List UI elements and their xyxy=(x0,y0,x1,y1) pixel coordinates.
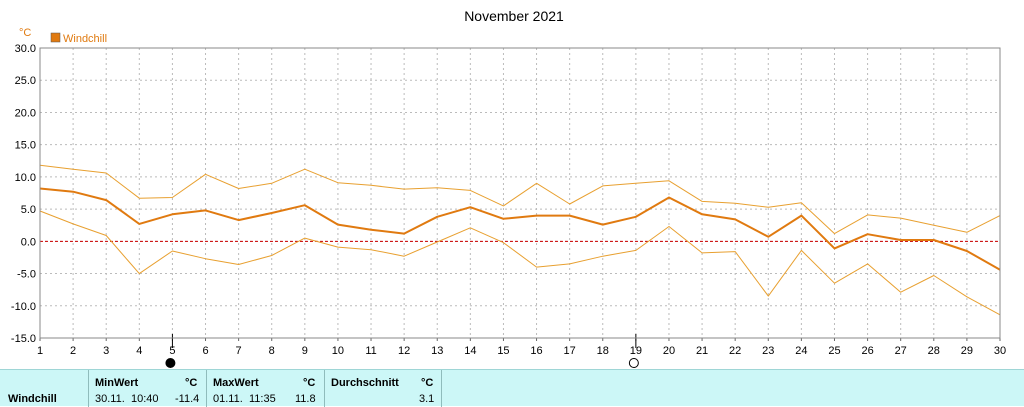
x-tick-label: 18 xyxy=(597,345,609,357)
stats-avg-header: Durchschnitt xyxy=(331,377,399,389)
new-moon-icon xyxy=(165,358,176,368)
x-tick-label: 7 xyxy=(236,345,242,357)
x-tick-label: 9 xyxy=(302,345,308,357)
stats-avg-unit: °C xyxy=(421,377,434,389)
stats-avg-cell: Durchschnitt °C 3.1 xyxy=(324,370,442,407)
x-tick-label: 27 xyxy=(895,345,907,357)
x-tick-label: 15 xyxy=(497,345,509,357)
y-tick-label: -10.0 xyxy=(11,301,36,313)
x-tick-label: 25 xyxy=(828,345,840,357)
stats-max-value: 11.8 xyxy=(295,393,316,405)
y-tick-label: 20.0 xyxy=(15,107,36,119)
y-axis-ticks: 30.0 25.0 20.0 15.0 10.0 5.0 0.0 -5.0 -10.0 -15.0 xyxy=(11,43,36,345)
grid xyxy=(40,48,1000,338)
x-tick-label: 16 xyxy=(530,345,542,357)
x-tick-label: 29 xyxy=(961,345,973,357)
legend-swatch-windchill xyxy=(50,32,61,43)
stats-min-header: MinWert xyxy=(95,377,139,389)
x-tick-label: 3 xyxy=(103,345,109,357)
legend-label-windchill: Windchill xyxy=(63,33,107,45)
x-tick-label: 19 xyxy=(630,345,642,357)
x-tick-label: 23 xyxy=(762,345,774,357)
y-tick-label: 15.0 xyxy=(15,140,36,152)
x-tick-label: 2 xyxy=(70,345,76,357)
stats-avg-value: 3.1 xyxy=(419,393,435,405)
series-line-min xyxy=(39,210,1001,316)
legend: Windchill xyxy=(50,32,107,45)
x-tick-label: 14 xyxy=(464,345,476,357)
stats-min-time: 10:40 xyxy=(131,393,159,405)
x-tick-label: 13 xyxy=(431,345,443,357)
x-tick-label: 1 xyxy=(37,345,43,357)
stats-min-unit: °C xyxy=(185,377,198,389)
stats-max-time: 11:35 xyxy=(249,393,276,405)
x-tick-label: 28 xyxy=(928,345,940,357)
stats-row-label: Windchill xyxy=(8,393,57,405)
stats-max-date: 01.11. xyxy=(213,393,243,405)
x-tick-label: 17 xyxy=(564,345,576,357)
y-tick-label: 5.0 xyxy=(21,204,36,216)
series-lines xyxy=(39,164,1001,316)
y-tick-label: 30.0 xyxy=(15,43,36,55)
series-line-max xyxy=(39,164,1001,235)
windchill-chart: November 2021 °C Windchill 30.025.020.01… xyxy=(11,8,1006,368)
moon-phase-markers xyxy=(165,334,639,368)
stats-min-cell: MinWert °C 30.11. 10:40 -11.4 xyxy=(88,370,206,407)
x-tick-label: 24 xyxy=(795,345,807,357)
x-tick-label: 5 xyxy=(169,345,175,357)
plot-frame xyxy=(39,47,1001,339)
x-tick-label: 4 xyxy=(136,345,142,357)
chart-title: November 2021 xyxy=(464,8,564,24)
stats-max-header: MaxWert xyxy=(213,377,259,389)
x-tick-label: 10 xyxy=(332,345,344,357)
stats-min-date: 30.11. xyxy=(95,393,125,405)
x-tick-label: 8 xyxy=(269,345,275,357)
x-tick-label: 20 xyxy=(663,345,675,357)
x-tick-label: 30 xyxy=(994,345,1006,357)
y-tick-label: 10.0 xyxy=(15,172,36,184)
y-tick-label: 25.0 xyxy=(15,75,36,87)
x-axis-ticks: 1 2 3 4 5 6 7 8 9 10 11 12 13 14 15 16 17 18 19 20 21 22 23 24 2… xyxy=(37,338,1006,357)
x-tick-label: 21 xyxy=(696,345,708,357)
full-moon-icon xyxy=(628,358,639,368)
series-line-mean xyxy=(39,187,1001,271)
x-tick-label: 26 xyxy=(861,345,873,357)
y-tick-label: 0.0 xyxy=(21,236,36,248)
stats-min-value: -11.4 xyxy=(175,393,200,405)
x-tick-label: 12 xyxy=(398,345,410,357)
x-tick-label: 11 xyxy=(365,345,376,357)
y-tick-label: -15.0 xyxy=(11,333,36,345)
stats-max-unit: °C xyxy=(303,377,316,389)
y-tick-label: -5.0 xyxy=(17,269,36,281)
x-tick-label: 6 xyxy=(202,345,208,357)
x-tick-label: 22 xyxy=(729,345,741,357)
stats-bar: Windchill MinWert °C 30.11. 10:40 -11.4 … xyxy=(0,369,1024,407)
stats-max-cell: MaxWert °C 01.11. 11:35 11.8 xyxy=(206,370,324,407)
y-axis-unit: °C xyxy=(19,27,31,39)
